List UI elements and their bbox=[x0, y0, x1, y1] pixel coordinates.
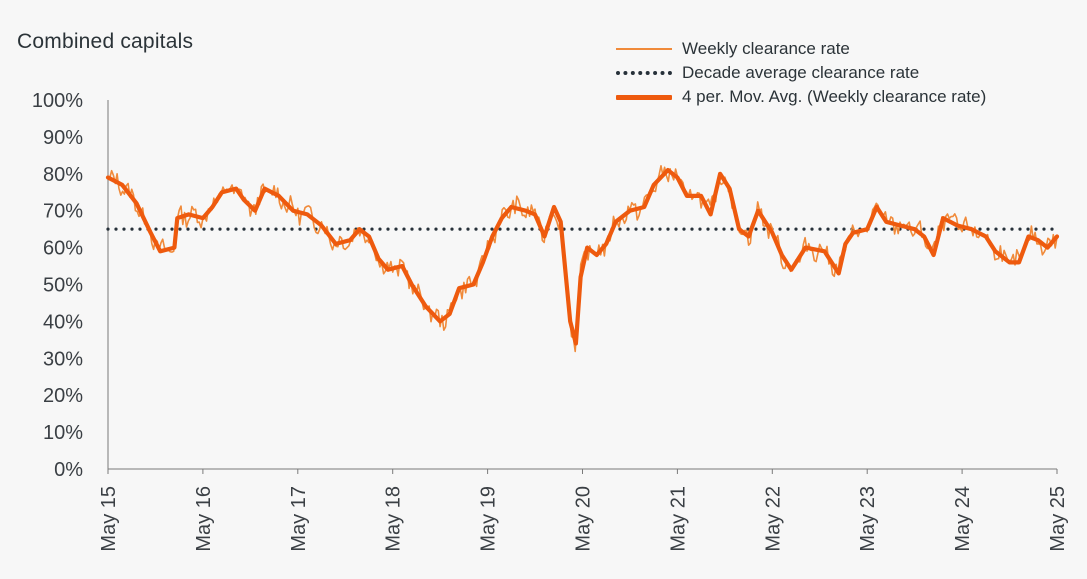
y-tick-label: 10% bbox=[43, 422, 83, 444]
legend-label-moving-average: 4 per. Mov. Avg. (Weekly clearance rate) bbox=[682, 87, 987, 106]
weekly-clearance-line bbox=[107, 165, 1058, 353]
x-tick-label: May 16 bbox=[193, 486, 215, 552]
legend-swatch-moving-average bbox=[616, 95, 672, 100]
moving-average-line bbox=[105, 168, 1060, 346]
x-tick-label: May 15 bbox=[98, 486, 120, 552]
y-tick-label: 40% bbox=[43, 311, 83, 333]
x-tick-label: May 22 bbox=[762, 486, 784, 552]
chart-title: Combined capitals bbox=[17, 30, 194, 53]
x-tick-label: May 25 bbox=[1047, 486, 1069, 552]
x-tick-label: May 17 bbox=[288, 486, 310, 552]
y-tick-label: 20% bbox=[43, 385, 83, 407]
x-tick-label: May 18 bbox=[383, 486, 405, 552]
y-tick-label: 60% bbox=[43, 238, 83, 260]
legend-swatch-weekly bbox=[616, 48, 672, 50]
x-tick-label: May 24 bbox=[952, 486, 974, 552]
x-tick-label: May 20 bbox=[573, 486, 595, 552]
x-tick-label: May 21 bbox=[667, 486, 689, 552]
y-tick-label: 50% bbox=[43, 275, 83, 297]
x-tick-label: May 19 bbox=[478, 486, 500, 552]
legend-label-weekly: Weekly clearance rate bbox=[682, 39, 850, 58]
y-tick-label: 90% bbox=[43, 127, 83, 149]
y-tick-label: 70% bbox=[43, 201, 83, 223]
y-tick-label: 0% bbox=[54, 459, 83, 481]
y-tick-label: 80% bbox=[43, 164, 83, 186]
legend-swatch-decade-average bbox=[616, 71, 672, 75]
y-tick-label: 30% bbox=[43, 348, 83, 370]
legend-label-decade-average: Decade average clearance rate bbox=[682, 63, 920, 82]
x-tick-label: May 23 bbox=[857, 486, 879, 552]
y-tick-label: 100% bbox=[32, 90, 83, 112]
